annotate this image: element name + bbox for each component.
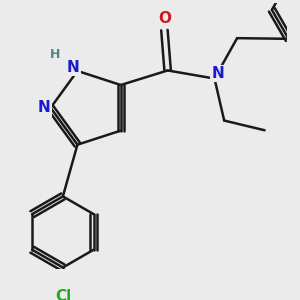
Text: N: N <box>212 66 224 81</box>
Text: N: N <box>67 60 80 75</box>
Text: H: H <box>50 48 60 61</box>
Text: Cl: Cl <box>55 289 71 300</box>
Text: N: N <box>38 100 50 115</box>
Text: O: O <box>158 11 171 26</box>
